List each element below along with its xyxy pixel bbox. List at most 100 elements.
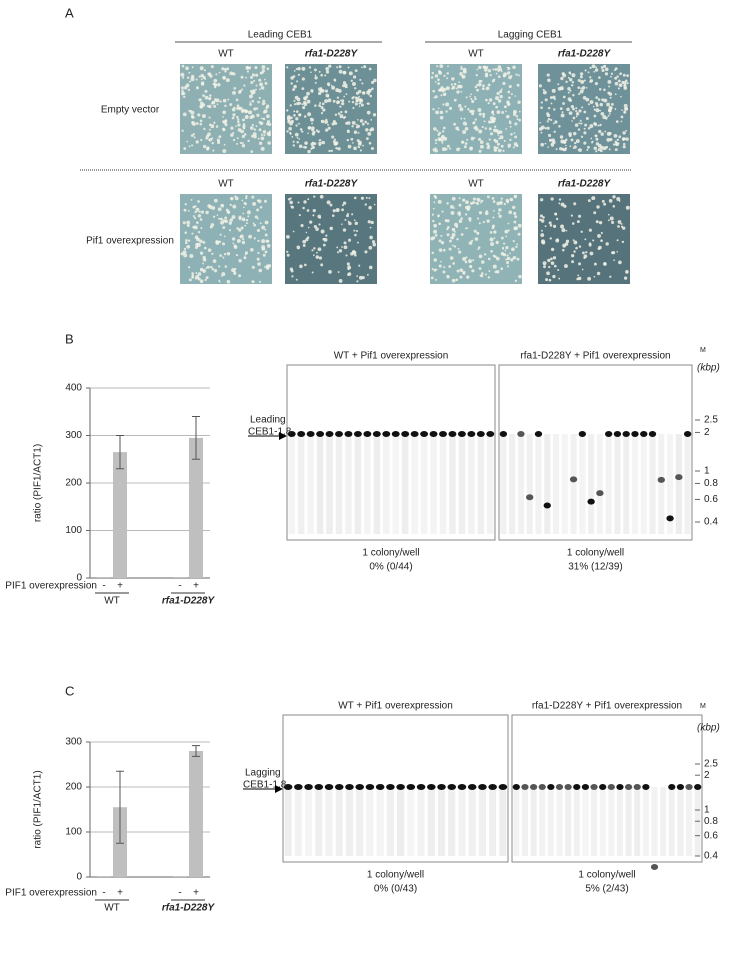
x-tick-label: + bbox=[117, 888, 123, 899]
colony bbox=[241, 199, 244, 202]
colony bbox=[621, 137, 625, 141]
colony bbox=[264, 220, 269, 225]
lane-smear bbox=[570, 434, 577, 534]
colony bbox=[485, 86, 490, 91]
band bbox=[599, 784, 607, 790]
colony bbox=[366, 90, 371, 95]
colony bbox=[372, 242, 377, 247]
colony bbox=[510, 132, 513, 136]
marker-label: 0.8 bbox=[704, 478, 718, 489]
colony bbox=[612, 195, 616, 199]
colony bbox=[614, 148, 618, 152]
colony bbox=[603, 262, 607, 266]
band bbox=[683, 431, 692, 437]
colony bbox=[303, 102, 308, 107]
band bbox=[499, 431, 508, 437]
colony bbox=[618, 135, 622, 139]
colony bbox=[467, 107, 470, 111]
colony bbox=[477, 217, 480, 220]
colony bbox=[293, 110, 296, 113]
colony bbox=[214, 98, 217, 101]
colony bbox=[608, 132, 612, 136]
colony bbox=[320, 229, 325, 234]
colony bbox=[182, 112, 187, 117]
colony bbox=[222, 98, 227, 103]
colony bbox=[355, 229, 359, 233]
colony bbox=[252, 89, 256, 93]
colony bbox=[500, 144, 504, 148]
colony bbox=[595, 108, 600, 113]
colony bbox=[442, 270, 446, 274]
colony bbox=[304, 97, 307, 101]
group-title: Lagging CEB1 bbox=[498, 30, 563, 41]
colony bbox=[598, 76, 601, 79]
colony bbox=[203, 127, 206, 131]
colony bbox=[191, 144, 194, 147]
colony bbox=[510, 258, 514, 262]
colony bbox=[579, 89, 584, 94]
lane-smear bbox=[468, 787, 476, 856]
colony bbox=[343, 95, 346, 98]
lane-smear bbox=[373, 434, 381, 534]
colony bbox=[560, 139, 565, 144]
colony bbox=[248, 94, 253, 99]
colony bbox=[199, 239, 203, 243]
colony bbox=[341, 246, 343, 248]
colony bbox=[209, 74, 213, 78]
colony bbox=[289, 132, 292, 135]
colony bbox=[561, 228, 566, 233]
colony bbox=[327, 123, 329, 126]
colony bbox=[256, 228, 260, 233]
colony bbox=[599, 102, 604, 107]
colony bbox=[506, 100, 510, 104]
colony bbox=[507, 143, 512, 148]
lane-smear bbox=[316, 434, 324, 534]
colony bbox=[544, 98, 548, 102]
lane-smear bbox=[686, 787, 693, 856]
y-tick-label: 100 bbox=[65, 525, 82, 536]
colony bbox=[502, 81, 506, 86]
colony bbox=[210, 65, 214, 69]
band bbox=[386, 784, 395, 790]
colony bbox=[606, 102, 611, 107]
band bbox=[344, 431, 353, 437]
colony bbox=[476, 68, 479, 71]
colony bbox=[258, 121, 261, 124]
colony bbox=[487, 69, 492, 73]
colony bbox=[360, 103, 364, 107]
colony bbox=[430, 276, 434, 280]
colony bbox=[264, 81, 268, 85]
colony bbox=[364, 250, 368, 254]
colony bbox=[238, 228, 242, 232]
colony bbox=[295, 278, 298, 281]
colony bbox=[544, 127, 547, 130]
colony bbox=[355, 96, 360, 101]
colony bbox=[581, 106, 584, 109]
colony bbox=[244, 109, 249, 114]
colony bbox=[471, 109, 475, 113]
colony bbox=[259, 88, 261, 91]
colony bbox=[356, 118, 359, 121]
colony bbox=[262, 110, 266, 114]
colony bbox=[268, 130, 271, 133]
colony bbox=[478, 129, 483, 134]
colony bbox=[459, 268, 464, 272]
colony bbox=[337, 147, 341, 151]
colony bbox=[331, 122, 335, 126]
colony bbox=[339, 105, 342, 108]
colony bbox=[365, 128, 369, 132]
colony bbox=[205, 137, 208, 140]
colony bbox=[608, 148, 611, 151]
colony bbox=[233, 86, 237, 90]
colony bbox=[503, 202, 506, 206]
marker-label: 2 bbox=[704, 427, 710, 438]
lane-smear bbox=[625, 787, 632, 856]
colony bbox=[495, 149, 497, 152]
colony bbox=[431, 71, 434, 75]
colony bbox=[482, 221, 485, 224]
colony bbox=[555, 238, 560, 243]
colony bbox=[325, 93, 330, 98]
colony bbox=[237, 128, 242, 132]
colony bbox=[320, 263, 324, 267]
